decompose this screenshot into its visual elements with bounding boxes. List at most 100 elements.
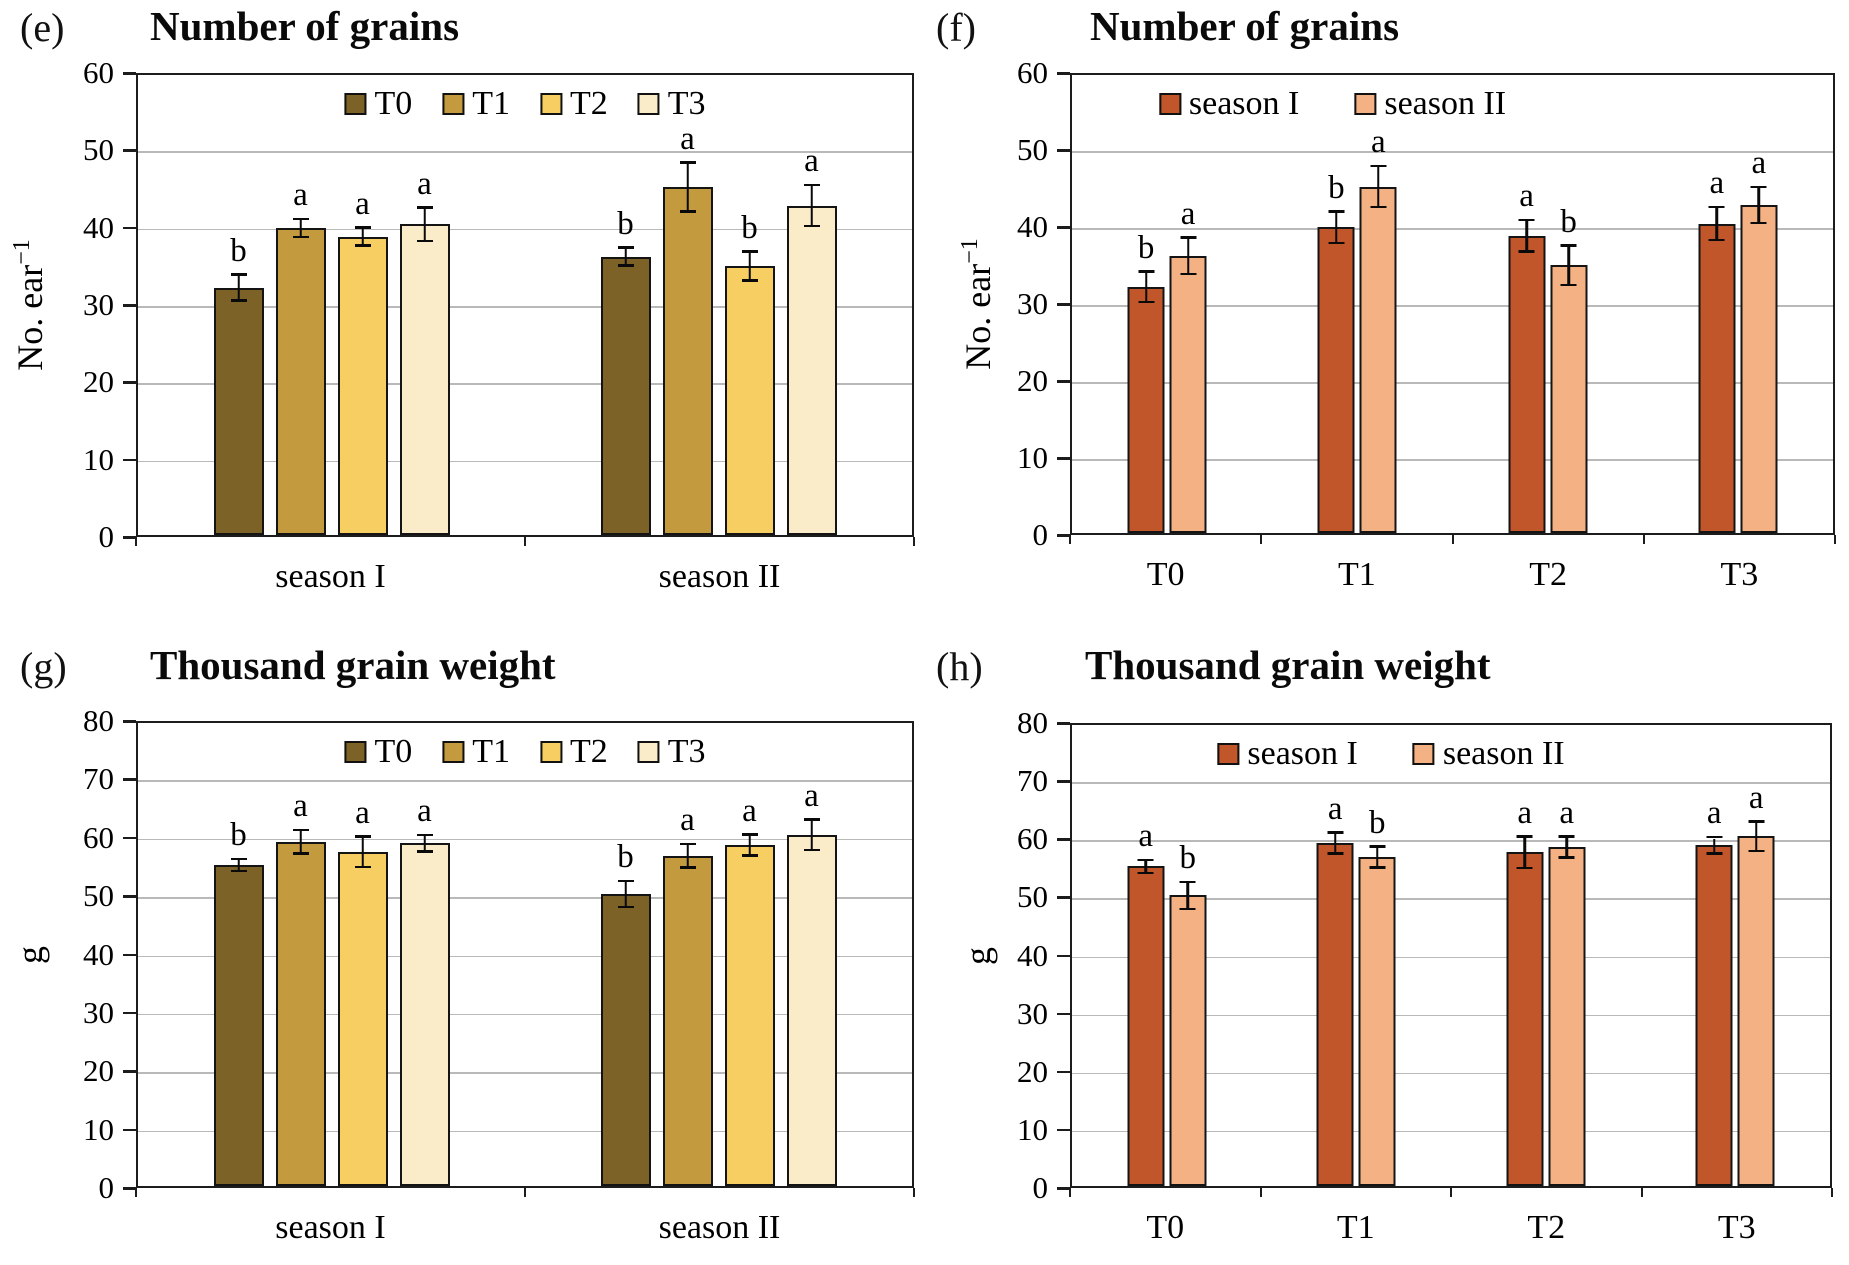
error-bar-cap-top (1138, 270, 1155, 273)
error-bar-cap-bottom (1518, 250, 1535, 253)
bar (275, 841, 326, 1186)
error-bar-line (299, 220, 302, 236)
error-bar-cap-bottom (1328, 241, 1345, 245)
error-bar-cap-top (416, 206, 433, 209)
gridline (138, 460, 912, 463)
gridline (1072, 305, 1833, 307)
bar (600, 256, 651, 535)
legend-item: season II (1412, 737, 1565, 771)
error-bar-cap-top (292, 217, 309, 221)
chart-title: Number of grains (1090, 3, 1400, 49)
gridline (1072, 228, 1833, 230)
bar (213, 287, 264, 535)
y-tick-label: 20 (83, 1053, 114, 1089)
error-bar-cap-top (1516, 835, 1533, 838)
legend-item: T0 (344, 87, 412, 121)
y-tick-label: 40 (83, 209, 114, 245)
significance-letter: b (741, 209, 758, 246)
legend-label: T2 (570, 733, 608, 770)
x-category-label: T1 (1336, 1209, 1375, 1246)
y-axis-label-exponent: −1 (9, 239, 35, 265)
error-bar-line (237, 275, 240, 300)
error-bar-cap-top (354, 835, 371, 838)
gridline (1072, 382, 1833, 384)
panel-e: (e) Number of grains b a a a b a b a T0 T1 T2 T3 0 10 20… (0, 0, 920, 633)
legend-label: season II (1384, 85, 1507, 122)
significance-letter: a (417, 793, 432, 830)
y-tick-label: 30 (1017, 995, 1048, 1031)
legend-label: season I (1247, 735, 1358, 772)
x-axis-tick (1451, 535, 1454, 544)
y-axis-tick (1057, 722, 1070, 725)
error-bar-cap-top (1518, 218, 1535, 222)
error-bar-cap-bottom (292, 852, 309, 855)
y-axis-tick (123, 226, 136, 230)
bar-slot: a (1737, 721, 1775, 1186)
bar (337, 851, 388, 1186)
legend-label: T1 (472, 85, 510, 122)
y-axis-tick (1057, 1070, 1070, 1074)
error-bar-line (1565, 837, 1568, 857)
legend: season I season II (1217, 735, 1565, 772)
bars-row: b a a a b a b a (138, 75, 912, 535)
y-tick-label: 70 (83, 761, 114, 797)
error-bar-line (361, 228, 364, 245)
legend-swatch (540, 93, 562, 115)
error-bar-cap-bottom (1558, 856, 1575, 859)
bar (662, 855, 713, 1186)
significance-letter: a (804, 143, 819, 180)
error-bar-line (1144, 861, 1147, 872)
error-bar-line (624, 882, 627, 906)
gridline (138, 838, 912, 841)
bar-slot: b (1550, 71, 1588, 533)
bar (1358, 857, 1396, 1186)
bar (662, 187, 713, 535)
gridline (138, 1072, 912, 1074)
gridline (138, 1130, 912, 1133)
y-axis-tick (1057, 226, 1070, 229)
y-tick-label: 0 (1032, 517, 1049, 552)
gridline (138, 780, 912, 782)
bar-slot: b (724, 71, 775, 535)
error-bar-cap-bottom (803, 848, 820, 852)
significance-letter: a (680, 120, 695, 157)
x-category-label: T3 (1717, 1209, 1756, 1246)
x-axis-tick (524, 537, 526, 546)
significance-letter: b (617, 839, 634, 876)
error-bar-cap-bottom (1137, 871, 1154, 874)
y-tick-label: 30 (1017, 286, 1048, 321)
bar-slot: a (399, 719, 450, 1186)
gridline (138, 228, 912, 231)
bar (786, 834, 837, 1186)
y-tick-label: 40 (1017, 209, 1048, 244)
error-bar-line (810, 186, 813, 225)
gridline (138, 955, 912, 957)
bar (724, 845, 775, 1186)
error-bar-cap-top (1560, 244, 1577, 247)
y-axis-tick (1057, 380, 1070, 383)
x-axis-tick (135, 537, 137, 546)
chart-title: Thousand grain weight (1085, 642, 1491, 688)
gridline (1072, 782, 1830, 784)
error-bar-cap-top (1706, 835, 1723, 839)
y-tick-label: 30 (83, 287, 114, 322)
legend-item: T2 (540, 735, 608, 769)
bar-slot: a (1695, 721, 1733, 1186)
legend-swatch (344, 741, 367, 763)
error-bar-cap-bottom (230, 869, 247, 873)
error-bar-cap-top (1558, 835, 1575, 838)
bar-slot: a (662, 71, 713, 535)
y-axis-tick (123, 149, 136, 152)
legend-item: T0 (344, 735, 412, 769)
category-group: b a b a (525, 75, 912, 535)
error-bar-cap-bottom (1180, 272, 1197, 276)
plot-area: b a a a b a a a T0 T1 T2 T3 (136, 721, 914, 1188)
